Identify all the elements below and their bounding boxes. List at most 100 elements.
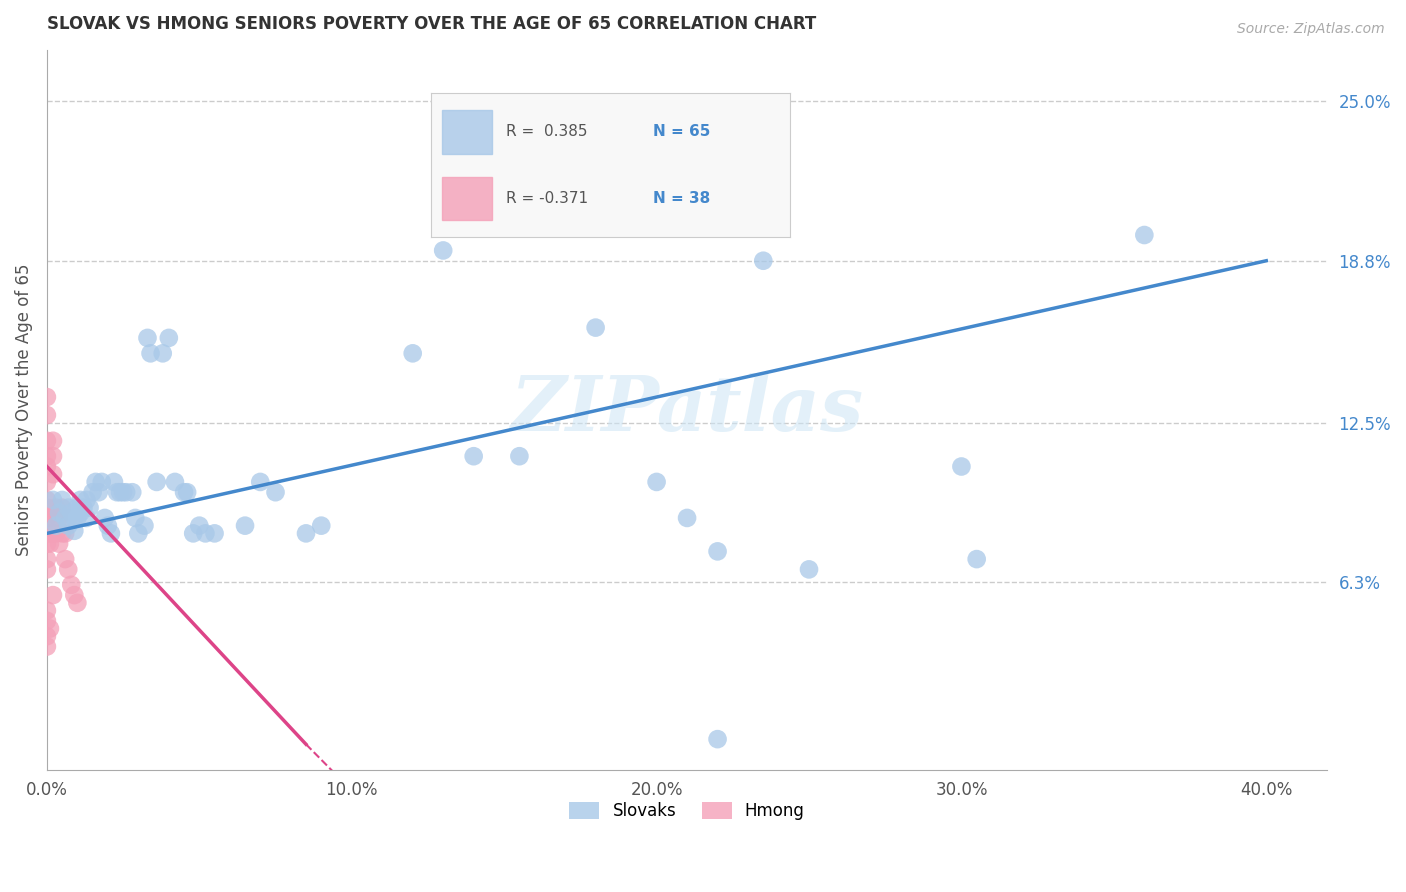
Point (84, 475, 107, 489)
Point (295, 526, 318, 541)
Text: Source: ZipAtlas.com: Source: ZipAtlas.com (1237, 22, 1385, 37)
Point (508, 449, 530, 463)
Point (79, 500, 101, 515)
Point (188, 518, 211, 533)
Point (145, 475, 167, 489)
Point (204, 526, 226, 541)
Point (35, 640, 58, 654)
Point (950, 459, 973, 474)
Point (87, 485, 110, 500)
Point (45, 526, 67, 541)
Point (157, 331, 180, 345)
Point (797, 562, 820, 576)
Legend: Slovaks, Hmong: Slovaks, Hmong (562, 795, 811, 827)
Point (42, 449, 65, 463)
Point (35, 614, 58, 628)
Point (82, 485, 104, 500)
Point (42, 492, 65, 507)
Point (35, 562, 58, 576)
Point (58, 562, 80, 576)
Point (264, 485, 287, 500)
Point (97, 518, 120, 533)
Point (35, 390, 58, 404)
Point (249, 475, 271, 489)
Point (63, 511, 86, 525)
Point (69, 492, 91, 507)
Point (115, 485, 138, 500)
Point (112, 485, 135, 500)
Point (1133, 227, 1156, 242)
Point (45, 511, 67, 525)
Point (39, 511, 62, 525)
Point (48, 506, 70, 520)
Point (58, 518, 80, 533)
Point (90, 475, 112, 489)
Point (35, 434, 58, 448)
Point (134, 518, 156, 533)
Point (53, 552, 76, 566)
Point (35, 459, 58, 474)
Point (35, 629, 58, 643)
Point (181, 526, 204, 541)
Point (645, 475, 668, 489)
Point (76, 492, 98, 507)
Point (706, 732, 728, 747)
Point (233, 518, 256, 533)
Point (69, 506, 91, 520)
Point (152, 346, 174, 360)
Point (176, 485, 198, 500)
Point (72, 500, 94, 515)
Point (163, 475, 186, 489)
Point (39, 622, 62, 636)
Point (194, 526, 217, 541)
Point (136, 331, 159, 345)
Point (35, 500, 58, 515)
Point (94, 511, 117, 525)
Point (39, 526, 62, 541)
Point (966, 552, 988, 566)
Point (100, 526, 122, 541)
Point (108, 485, 131, 500)
Point (402, 346, 425, 360)
Point (35, 603, 58, 617)
Point (45, 518, 67, 533)
Point (42, 467, 65, 482)
Point (60, 578, 83, 592)
Point (66, 500, 89, 515)
Point (538, 218, 561, 232)
Point (124, 511, 146, 525)
Point (676, 511, 699, 525)
Point (42, 434, 65, 448)
Point (51, 492, 73, 507)
Point (35, 552, 58, 566)
Point (35, 449, 58, 463)
Point (432, 244, 454, 258)
Point (76, 511, 98, 525)
Point (103, 475, 125, 489)
Point (35, 475, 58, 489)
Point (127, 526, 149, 541)
Point (53, 511, 76, 525)
Point (45, 500, 67, 515)
Point (173, 485, 195, 500)
Point (35, 492, 58, 507)
Point (63, 588, 86, 602)
Text: SLOVAK VS HMONG SENIORS POVERTY OVER THE AGE OF 65 CORRELATION CHART: SLOVAK VS HMONG SENIORS POVERTY OVER THE… (46, 15, 815, 33)
Point (35, 511, 58, 525)
Point (51, 500, 73, 515)
Point (48, 536, 70, 550)
Point (121, 485, 143, 500)
Y-axis label: Seniors Poverty Over the Age of 65: Seniors Poverty Over the Age of 65 (15, 264, 32, 557)
Point (752, 253, 775, 268)
Point (706, 544, 728, 558)
Point (39, 536, 62, 550)
Point (35, 526, 58, 541)
Point (63, 524, 86, 538)
Point (105, 485, 128, 500)
Point (48, 511, 70, 525)
Point (139, 346, 162, 360)
Point (35, 536, 58, 550)
Point (585, 320, 607, 334)
Point (60, 506, 83, 520)
Point (42, 588, 65, 602)
